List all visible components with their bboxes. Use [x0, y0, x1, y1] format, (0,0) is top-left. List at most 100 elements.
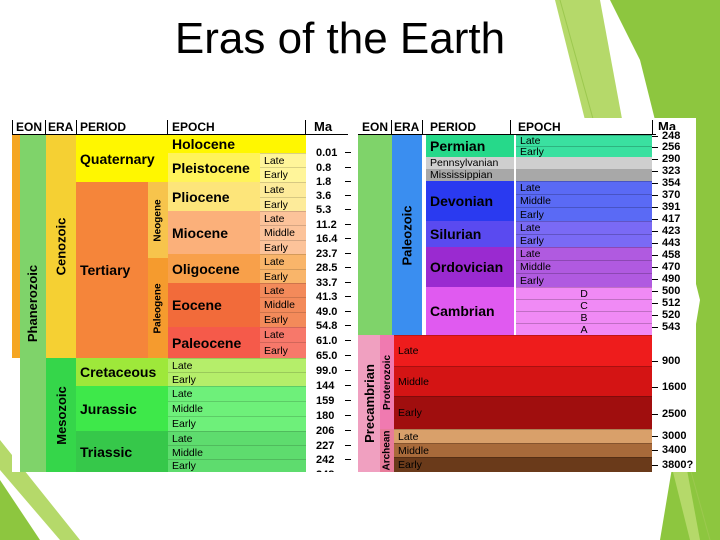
epoch-miocene: Miocene — [168, 211, 260, 254]
geologic-table-paleozoic-precambrian: EON ERA PERIOD EPOCH Ma Precambrian Arch… — [358, 118, 696, 472]
ma-value: 242 — [310, 453, 344, 466]
header-ma: Ma — [314, 120, 333, 134]
period-ordovician: Ordovician — [426, 247, 514, 287]
header-epoch: EPOCH — [518, 120, 561, 134]
ma-value: 423 — [656, 225, 694, 237]
ma-value: 900 — [656, 355, 694, 367]
epoch-paleocene: Paleocene — [168, 327, 260, 358]
ma-value: 3.6 — [310, 189, 344, 202]
header-era: ERA — [48, 120, 74, 134]
epoch-oligocene: Oligocene — [168, 254, 260, 283]
epoch-cell: Early — [516, 207, 652, 221]
epoch-cell-blank — [516, 169, 652, 181]
precambrian-band: Late — [394, 429, 652, 443]
ma-value: 54.8 — [310, 319, 344, 332]
ma-value: 0.01 — [310, 146, 344, 159]
epoch-eocene: Eocene — [168, 283, 260, 327]
ma-value: 1600 — [656, 381, 694, 393]
ma-value: 180 — [310, 409, 344, 422]
slide-title: Eras of the Earth — [174, 14, 506, 63]
epoch-cell: Middle — [516, 260, 652, 273]
ma-value: 417 — [656, 213, 694, 225]
subepoch-cell: Early — [168, 459, 306, 472]
eon-phanerozoic: Phanerozoic — [20, 135, 46, 472]
subepoch-cell: Early — [260, 240, 306, 254]
subepoch-cell: Early — [260, 269, 306, 283]
ma-value: 391 — [656, 201, 694, 213]
ma-value: 206 — [310, 424, 344, 437]
period-jurassic: Jurassic — [76, 386, 168, 431]
subperiod-paleogene: Paleogene — [148, 258, 168, 358]
period-cambrian: Cambrian — [426, 287, 514, 335]
epoch-holocene: Holocene — [168, 135, 306, 153]
epoch-cell: D — [516, 287, 652, 299]
ma-value: 3400 — [656, 444, 694, 456]
ma-value: 458 — [656, 249, 694, 261]
subepoch-cell: Early — [260, 167, 306, 182]
subepoch-cell: Late — [260, 211, 306, 225]
epoch-cell: Late — [516, 181, 652, 194]
period-pennsylvanian: Pennsylvanian — [426, 157, 514, 169]
ma-value: 470 — [656, 261, 694, 273]
ma-value: 543 — [656, 321, 694, 333]
epoch-cell-blank — [516, 157, 652, 169]
period-silurian: Silurian — [426, 221, 514, 247]
ma-value: 11.2 — [310, 218, 344, 231]
header-eon: EON — [362, 120, 389, 134]
ma-value: 23.7 — [310, 247, 344, 260]
period-permian: Permian — [426, 135, 514, 157]
period-tertiary: Tertiary — [76, 182, 148, 358]
ma-value: 159 — [310, 394, 344, 407]
epoch-cell: Early — [516, 234, 652, 247]
ma-value: 5.3 — [310, 203, 344, 216]
ma-value: 28.5 — [310, 261, 344, 274]
subepoch-cell: Late — [260, 182, 306, 197]
precambrian-band: Early — [394, 457, 652, 472]
ma-value: 49.0 — [310, 305, 344, 318]
subepoch-cell: Middle — [260, 297, 306, 312]
eon-precambrian: Precambrian — [358, 335, 380, 472]
subepoch-cell: Late — [260, 254, 306, 269]
geologic-table-cenozoic-mesozoic: EON ERA PERIOD EPOCH Ma Phanerozoic Ceno… — [12, 118, 354, 472]
ma-value: 144 — [310, 379, 344, 392]
precambrian-band: Late — [394, 335, 652, 366]
ma-value: 500 — [656, 285, 694, 297]
subepoch-cell: Late — [168, 386, 306, 401]
epoch-cell: Late — [516, 221, 652, 234]
ma-value: 256 — [656, 141, 694, 153]
period-quaternary: Quaternary — [76, 135, 160, 182]
epoch-cell: Early — [516, 273, 652, 287]
ma-value: 248 — [656, 130, 694, 142]
era-cenozoic: Cenozoic — [46, 135, 76, 358]
ma-value: 16.4 — [310, 232, 344, 245]
subepoch-cell: Late — [168, 358, 306, 372]
precambrian-band: Middle — [394, 443, 652, 457]
period-mississippian: Mississippian — [426, 169, 514, 181]
ma-value: 2500 — [656, 408, 694, 420]
ma-value: 512 — [656, 297, 694, 309]
subepoch-cell: Late — [260, 153, 306, 167]
subepoch-cell: Early — [260, 312, 306, 327]
precambrian-band: Early — [394, 396, 652, 429]
ma-value: 3000 — [656, 430, 694, 442]
subepoch-cell: Middle — [260, 225, 306, 240]
ma-value: 290 — [656, 153, 694, 165]
epoch-cell: B — [516, 311, 652, 323]
ma-value: 1.8 — [310, 175, 344, 188]
era-proterozoic: Proterozoic — [380, 335, 394, 429]
ma-value: 354 — [656, 177, 694, 189]
ma-value: 370 — [656, 189, 694, 201]
ma-value: 99.0 — [310, 364, 344, 377]
epoch-pliocene: Pliocene — [168, 182, 260, 211]
period-devonian: Devonian — [426, 181, 514, 221]
subepoch-cell: Early — [260, 342, 306, 358]
header-eon: EON — [16, 120, 43, 134]
era-paleozoic: Paleozoic — [392, 135, 422, 335]
precambrian-band: Middle — [394, 366, 652, 396]
ma-value: 443 — [656, 237, 694, 249]
ma-value: 248 — [310, 468, 344, 472]
ma-value: 490 — [656, 273, 694, 285]
ma-value: 0.8 — [310, 161, 344, 174]
ma-value: 65.0 — [310, 349, 344, 362]
subepoch-cell: Late — [168, 431, 306, 445]
